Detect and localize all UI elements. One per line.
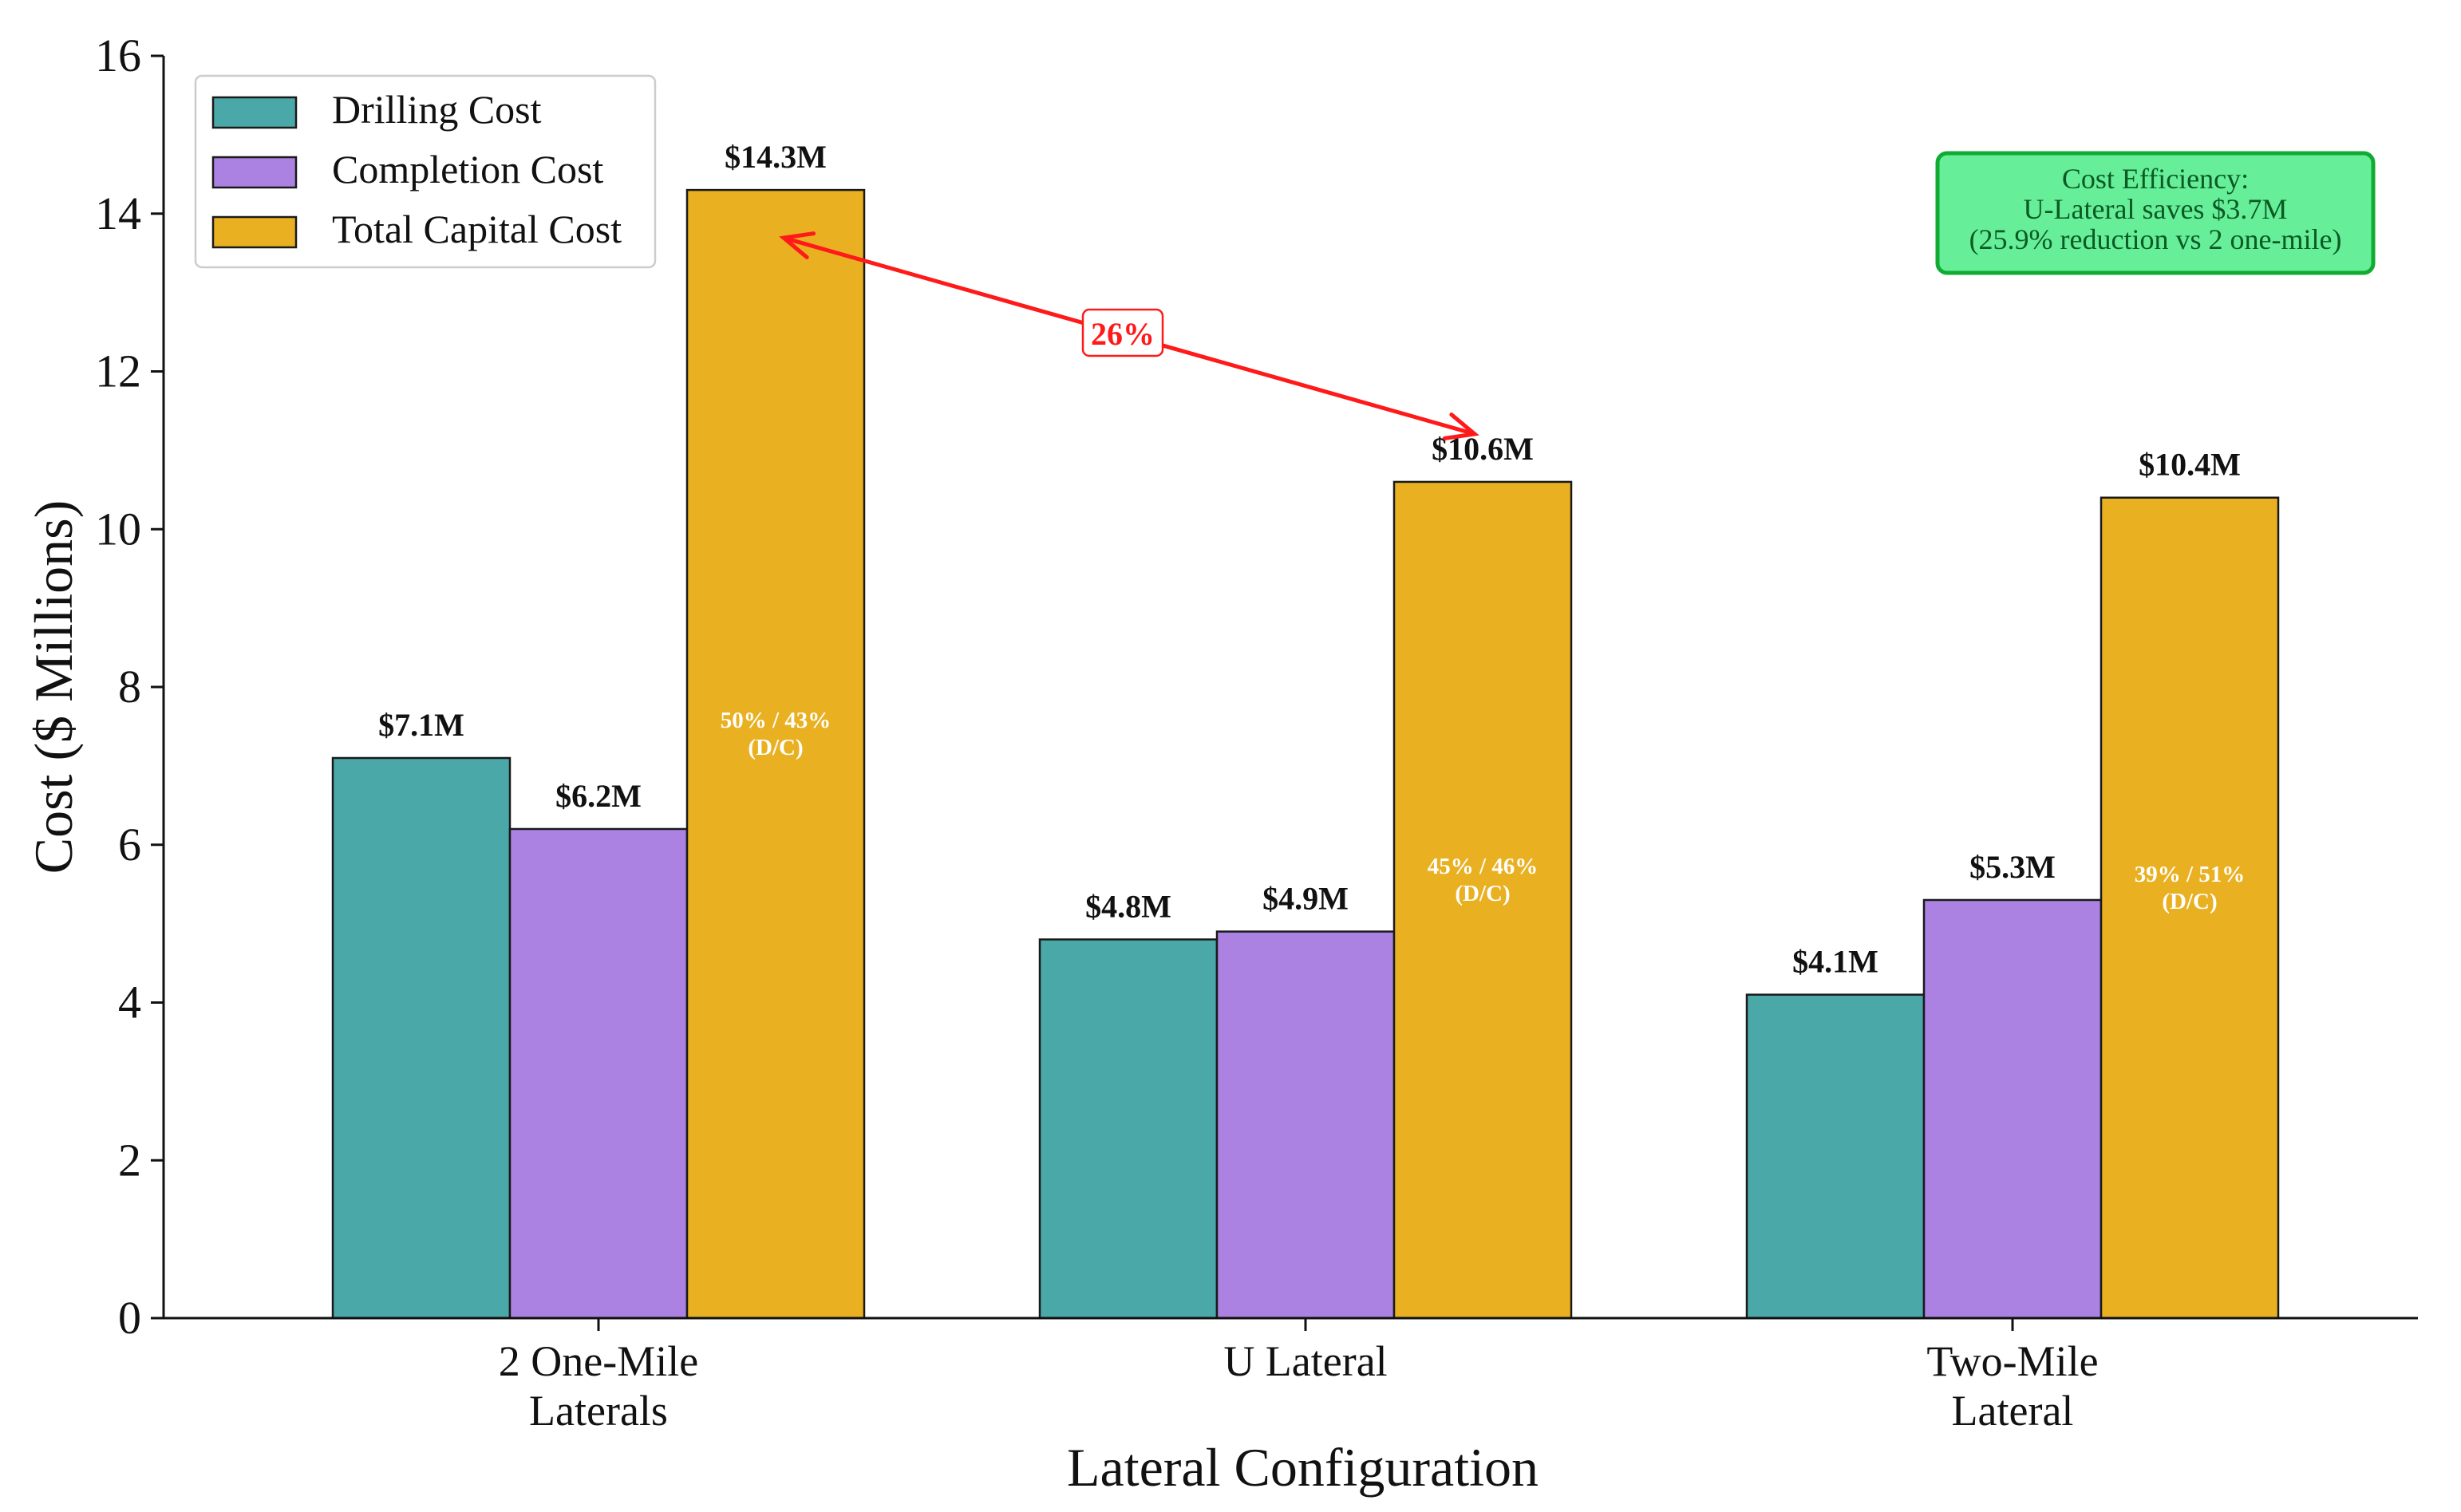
cost-efficiency-text: Cost Efficiency:	[2062, 163, 2249, 195]
y-tick-label: 14	[95, 188, 141, 239]
bar-2-2	[2100, 496, 2280, 1320]
y-tick-label: 2	[118, 1134, 141, 1186]
bar-0-0	[331, 756, 512, 1320]
bars-layer	[331, 188, 2280, 1320]
cost-efficiency-text: (25.9% reduction vs 2 one-mile)	[1969, 223, 2342, 255]
y-axis-title: Cost ($ Millions)	[23, 500, 84, 874]
x-tick-label: Lateral	[1952, 1387, 2074, 1435]
ratio-label: (D/C)	[748, 735, 803, 760]
legend-swatch-1	[211, 156, 298, 189]
x-tick-label: Two-Mile	[1926, 1337, 2098, 1385]
bar-0-2	[1745, 993, 1926, 1320]
bar-value-label: $4.9M	[1262, 881, 1349, 917]
comparison-label-box	[1081, 308, 1164, 357]
bar-value-label: $10.4M	[2139, 447, 2241, 483]
y-tick-label: 4	[118, 977, 141, 1028]
ratio-label: 39% / 51%	[2135, 862, 2246, 887]
bar-value-label: $4.8M	[1085, 888, 1171, 924]
x-axis-title: Lateral Configuration	[1067, 1437, 1539, 1498]
bar-value-label: $5.3M	[1969, 849, 2056, 885]
cost-efficiency-text: U-Lateral saves $3.7M	[2024, 193, 2288, 225]
cost-efficiency-box	[1935, 151, 2376, 275]
y-tick-label: 0	[118, 1292, 141, 1344]
annotations-layer: 26% Cost Efficiency:U-Lateral saves $3.7M…	[779, 151, 2376, 440]
y-tick-label: 12	[95, 345, 141, 397]
bar-1-2	[1922, 898, 2103, 1320]
y-tick-label: 6	[118, 819, 141, 870]
legend-label: Drilling Cost	[332, 87, 542, 132]
bar-value-label: $4.1M	[1792, 944, 1878, 980]
ratio-label: 50% / 43%	[721, 708, 832, 733]
bar-1-0	[508, 827, 689, 1320]
bar-value-label: $14.3M	[725, 139, 827, 175]
ratio-label: 45% / 46%	[1428, 854, 1539, 879]
y-tick-label: 16	[95, 30, 141, 81]
legend-swatch-0	[211, 96, 298, 129]
ratio-label: (D/C)	[1455, 881, 1510, 906]
x-tick-label: U Lateral	[1223, 1337, 1387, 1385]
legend-swatch-2	[211, 215, 298, 249]
arrowhead-end	[1442, 413, 1479, 440]
labels-layer: $7.1M $4.8M $4.1M $6.2M $4.9M $5.3M $14.3M $10.…	[378, 139, 2245, 980]
bar-1-1	[1215, 930, 1396, 1320]
bar-2-1	[1392, 480, 1573, 1320]
x-tick-label: 2 One-Mile	[499, 1337, 698, 1385]
arrowhead-start	[779, 231, 816, 259]
y-tick-label: 8	[118, 661, 141, 713]
legend-label: Total Capital Cost	[332, 207, 622, 251]
comparison-label: 26%	[1091, 316, 1155, 352]
legend-label: Completion Cost	[332, 147, 603, 191]
y-tick-label: 10	[95, 503, 141, 555]
legend-box	[194, 74, 657, 269]
legend: Drilling Cost Completion Cost Total Capita…	[194, 74, 657, 269]
ratio-label: (D/C)	[2162, 889, 2217, 914]
bar-2-0	[685, 188, 866, 1320]
bar-value-label: $7.1M	[378, 707, 464, 743]
bar-0-1	[1038, 938, 1219, 1320]
bar-value-label: $6.2M	[555, 778, 642, 814]
x-tick-label: Laterals	[529, 1387, 668, 1435]
